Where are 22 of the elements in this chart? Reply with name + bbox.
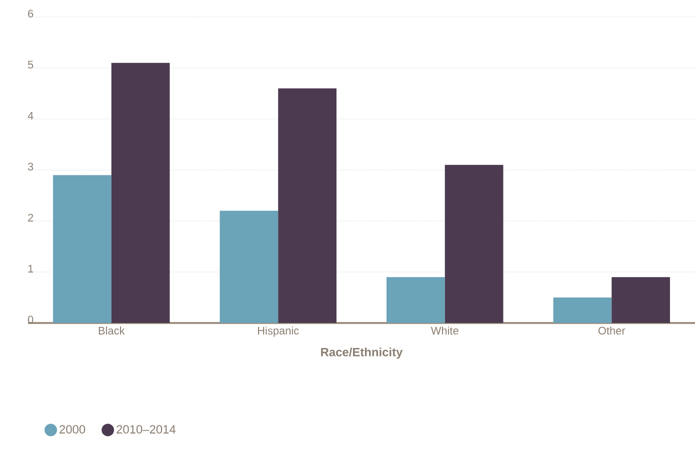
y-tick-label: 1 <box>28 264 34 272</box>
x-tick-label: Black <box>98 326 125 335</box>
y-tick-label: 4 <box>28 112 34 120</box>
y-tick-label: 3 <box>28 162 34 170</box>
y-tick-label: 2 <box>28 214 34 222</box>
x-tick-label: Hispanic <box>258 326 299 337</box>
x-tick-label: White <box>430 326 458 335</box>
bar <box>220 210 278 323</box>
bar <box>612 277 670 323</box>
y-tick-label: 0 <box>28 316 34 324</box>
bar <box>386 277 445 323</box>
y-tick-label: 6 <box>28 10 34 18</box>
bar <box>53 175 112 323</box>
legend-label: 2010–2014 <box>116 425 176 434</box>
bar <box>553 297 612 323</box>
bar <box>444 164 504 323</box>
legend-label: 2000 <box>60 425 86 434</box>
y-tick-label: 5 <box>28 60 34 68</box>
bar <box>111 62 170 323</box>
x-axis-title: Race/Ethnicity <box>321 348 403 359</box>
x-tick-label: Other <box>598 326 626 335</box>
bar <box>278 88 336 323</box>
